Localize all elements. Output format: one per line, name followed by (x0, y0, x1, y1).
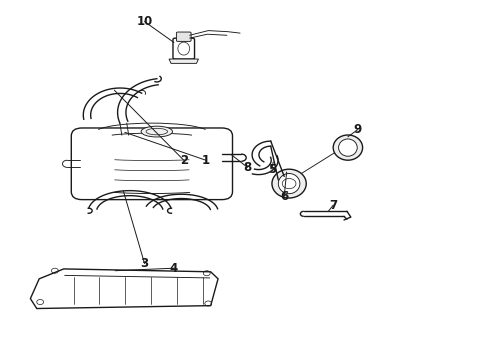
FancyBboxPatch shape (72, 128, 232, 199)
Text: 8: 8 (244, 161, 251, 174)
FancyBboxPatch shape (173, 38, 195, 59)
Polygon shape (169, 59, 198, 63)
Text: 4: 4 (170, 262, 178, 275)
Text: 5: 5 (268, 163, 276, 176)
Text: 7: 7 (329, 199, 337, 212)
Ellipse shape (333, 135, 363, 160)
Polygon shape (30, 269, 218, 309)
FancyBboxPatch shape (176, 32, 191, 41)
Ellipse shape (272, 169, 306, 198)
Text: 10: 10 (136, 15, 153, 28)
Ellipse shape (339, 139, 357, 156)
Text: 3: 3 (141, 257, 148, 270)
Text: 6: 6 (280, 190, 288, 203)
Ellipse shape (141, 126, 172, 137)
Text: 2: 2 (180, 154, 188, 167)
Text: 9: 9 (354, 123, 362, 136)
Text: 1: 1 (202, 154, 210, 167)
Ellipse shape (278, 174, 300, 194)
